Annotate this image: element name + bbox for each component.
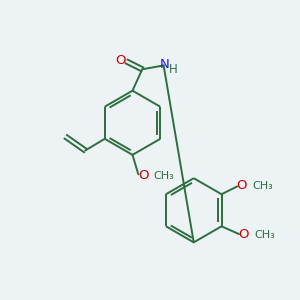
Text: CH₃: CH₃ (253, 182, 273, 191)
Text: O: O (116, 54, 126, 67)
Text: O: O (237, 179, 247, 192)
Text: H: H (169, 63, 178, 76)
Text: O: O (238, 228, 249, 241)
Text: CH₃: CH₃ (153, 171, 174, 181)
Text: CH₃: CH₃ (255, 230, 275, 240)
Text: O: O (138, 169, 148, 182)
Text: N: N (160, 58, 170, 71)
